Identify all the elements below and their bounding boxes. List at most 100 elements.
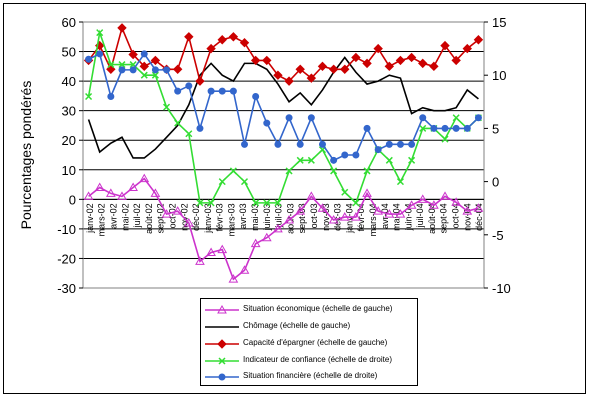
left-tick-label: -20 (57, 251, 76, 266)
data-point (396, 140, 404, 148)
data-point (362, 188, 372, 197)
data-point (261, 232, 272, 242)
data-point (252, 199, 260, 207)
data-point (395, 55, 406, 66)
data-point (351, 212, 361, 221)
data-point (317, 61, 328, 72)
y-axis-title: Pourcentages pondérés (18, 81, 34, 230)
data-point (118, 66, 126, 74)
legend-item-chomage: Chômage (échelle de gauche) (201, 319, 417, 335)
legend-swatch-situation-economique (205, 304, 239, 314)
data-point (185, 82, 193, 90)
x-tick-label: mai-03 (250, 203, 260, 231)
data-point (285, 167, 293, 175)
data-point (384, 209, 395, 218)
data-point (440, 40, 450, 51)
data-point (452, 114, 460, 122)
left-tick-label: 10 (62, 163, 76, 178)
data-point (252, 92, 260, 100)
data-point (385, 156, 393, 164)
data-point (239, 265, 250, 274)
legend-label-capacite-epargner: Capacité d'épargner (échelle de gauche) (243, 338, 388, 347)
data-point (140, 71, 148, 79)
data-point (83, 191, 94, 200)
x-tick-label: nov-03 (321, 203, 331, 231)
data-point (306, 191, 317, 200)
data-point (419, 114, 427, 122)
data-point (341, 188, 349, 196)
data-point (128, 182, 138, 192)
data-point (351, 52, 361, 63)
series-4 (85, 50, 482, 164)
right-tick-label: -5 (492, 228, 504, 243)
data-point (374, 146, 382, 154)
data-point (241, 140, 249, 148)
x-tick-label: juil-04 (415, 203, 425, 228)
data-point (250, 238, 261, 248)
data-point (373, 43, 383, 54)
data-point (174, 87, 182, 95)
data-point (473, 35, 484, 45)
data-point (296, 156, 304, 164)
data-point (473, 203, 484, 212)
data-point (172, 206, 183, 215)
data-point (273, 223, 283, 233)
data-point (96, 50, 104, 58)
x-tick-label: sept-02 (156, 203, 166, 233)
data-point (429, 200, 439, 209)
data-point (262, 55, 272, 66)
series-line (88, 52, 479, 162)
x-tick-label: déc-03 (333, 203, 343, 231)
data-point (183, 217, 194, 227)
data-point (206, 247, 216, 257)
data-point (384, 61, 395, 72)
data-point (85, 55, 93, 63)
data-point (307, 114, 315, 122)
data-point (274, 140, 282, 148)
chart-legend: Situation économique (échelle de gauche)… (200, 298, 418, 386)
data-point (207, 199, 215, 207)
left-tick-label: 40 (62, 74, 76, 89)
data-point (352, 151, 360, 159)
data-point (451, 197, 462, 206)
data-point (318, 140, 326, 148)
data-point (107, 61, 115, 69)
data-point (129, 66, 137, 74)
x-tick-label: août-02 (144, 203, 154, 234)
left-tick-label: -10 (57, 222, 76, 237)
legend-item-indicateur-confiance: Indicateur de confiance (échelle de droi… (201, 353, 417, 369)
data-point (218, 87, 226, 95)
x-tick-label: mars-02 (97, 203, 107, 236)
x-tick-label: déc-04 (474, 203, 484, 231)
plot-area (82, 21, 485, 289)
data-point (363, 167, 371, 175)
data-point (341, 151, 349, 159)
series-0 (83, 173, 484, 283)
legend-marker (218, 373, 226, 381)
chart-frame (3, 3, 586, 394)
data-point (195, 76, 205, 86)
data-point (340, 64, 350, 74)
data-point (117, 23, 127, 33)
data-point (418, 58, 428, 69)
data-point (352, 199, 360, 207)
legend-swatch-indicateur-confiance (205, 357, 239, 365)
legend-marker (217, 339, 227, 349)
legend-marker (217, 304, 227, 314)
data-point (85, 92, 93, 101)
data-point (417, 194, 428, 203)
data-point (284, 76, 294, 86)
x-tick-label: oct-03 (309, 203, 319, 228)
data-point (330, 167, 338, 175)
data-point (284, 215, 294, 224)
data-point (218, 178, 226, 186)
data-point (184, 32, 194, 42)
series-line (87, 29, 479, 205)
x-tick-label: avr-04 (380, 203, 390, 229)
series-line (87, 56, 479, 159)
data-point (161, 209, 172, 218)
x-tick-label: nov-04 (462, 203, 472, 231)
data-point (107, 92, 115, 100)
left-tick-label: 60 (62, 15, 76, 30)
x-tick-label: mai-02 (120, 203, 130, 231)
